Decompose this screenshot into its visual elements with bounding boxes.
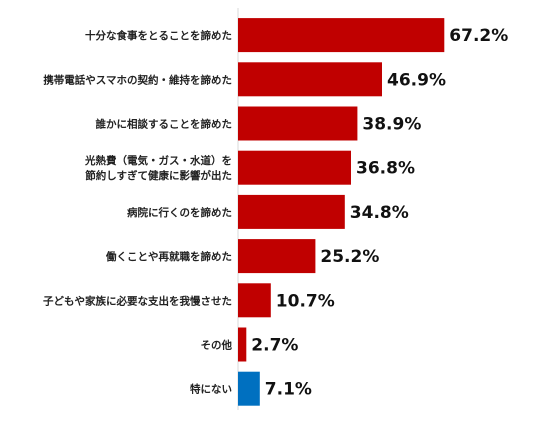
category-label-7: その他	[201, 339, 233, 352]
category-label-2: 誰かに相談することを諦めた	[96, 118, 233, 131]
value-label-5: 25.2%	[320, 247, 379, 267]
category-label-0: 十分な食事をとることを諦めた	[85, 29, 232, 42]
value-label-4: 34.8%	[350, 203, 409, 223]
category-label-6: 子どもや家族に必要な支出を我慢させた	[43, 294, 232, 307]
bar-2	[238, 106, 358, 141]
value-label-8: 7.1%	[265, 380, 312, 400]
bar-6	[238, 283, 271, 318]
bar-4	[238, 194, 345, 229]
category-label-3-line-1: 節約しすぎて健康に影響が出た	[84, 169, 232, 182]
category-label-3-line-0: 光熱費（電気・ガス・水道）を	[84, 154, 232, 167]
category-label-5: 働くことや再就職を諦めた	[105, 250, 232, 263]
category-label-8: 特にない	[190, 383, 232, 396]
value-label-7: 2.7%	[251, 336, 298, 356]
value-label-0: 67.2%	[449, 26, 508, 46]
category-label-group: 十分な食事をとることを諦めた携帯電話やスマホの契約・維持を諦めた誰かに相談するこ…	[43, 29, 232, 396]
bar-7	[238, 327, 247, 362]
value-label-group: 67.2% 46.9% 38.9% 36.8% 34.8% 25.2% 10.7% 2.7% 7…	[251, 26, 508, 400]
category-label-4: 病院に行くのを諦めた	[127, 206, 232, 219]
bar-0	[238, 18, 445, 53]
bar-5	[238, 239, 316, 274]
value-label-3: 36.8%	[356, 159, 415, 179]
bar-3	[238, 150, 351, 185]
bar-group	[238, 18, 445, 406]
value-label-2: 38.9%	[362, 115, 421, 135]
category-label-1: 携帯電話やスマホの契約・維持を諦めた	[43, 73, 232, 86]
value-label-6: 10.7%	[276, 291, 335, 311]
value-label-1: 46.9%	[387, 70, 446, 90]
bar-1	[238, 62, 382, 97]
bar-8	[238, 371, 260, 406]
